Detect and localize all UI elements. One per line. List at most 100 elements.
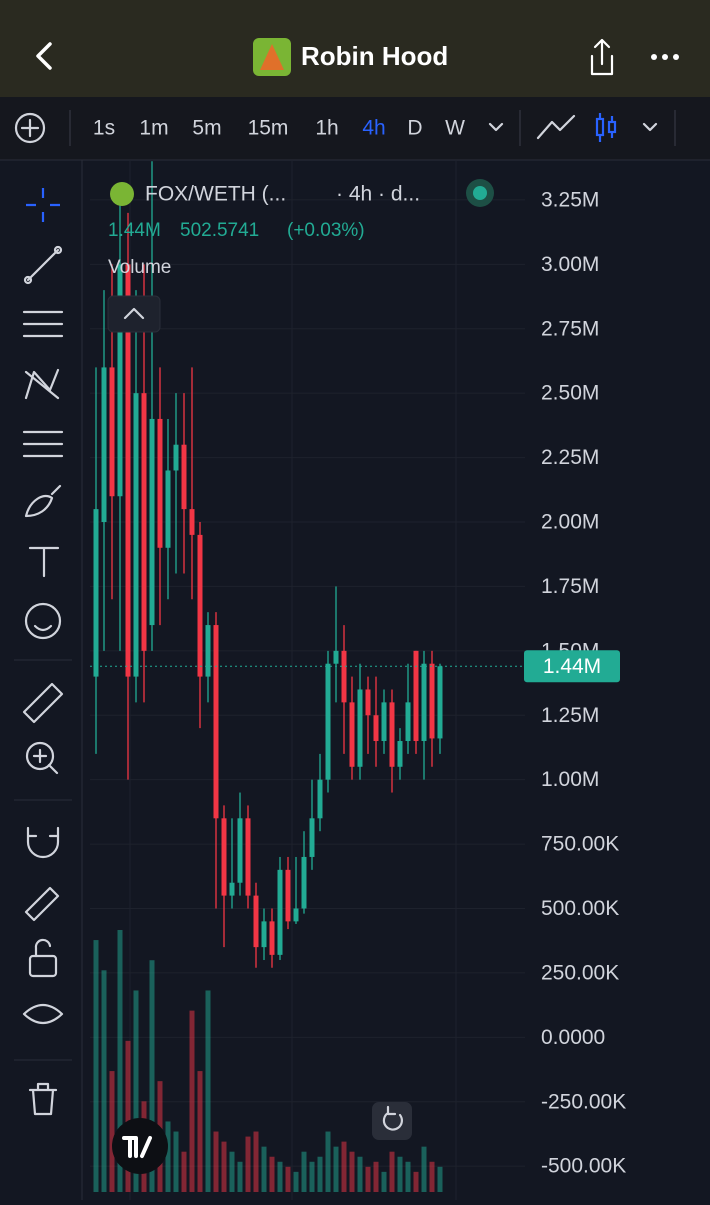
- candle-body: [389, 702, 395, 767]
- candle-body: [149, 418, 155, 626]
- volume-bar: [325, 1131, 331, 1192]
- unlock-tool[interactable]: [28, 938, 58, 978]
- collapse-button[interactable]: [107, 295, 161, 333]
- candle-body: [373, 715, 379, 742]
- candle-body: [245, 818, 251, 896]
- fib-tool[interactable]: [22, 310, 64, 338]
- candle-body: [269, 921, 275, 955]
- candle-body: [285, 869, 291, 922]
- text-tool[interactable]: [28, 546, 60, 578]
- candle-body: [125, 264, 131, 677]
- volume-bar: [349, 1151, 355, 1192]
- volume-bar: [373, 1161, 379, 1192]
- candle-body: [325, 663, 331, 780]
- more-button[interactable]: [651, 54, 679, 60]
- legend-interval: · 4h · d...: [336, 183, 420, 206]
- delete-tool[interactable]: [28, 1082, 58, 1116]
- header-title: Robin Hood: [301, 41, 448, 71]
- emoji-tool[interactable]: [24, 602, 62, 640]
- candle-body: [197, 534, 203, 677]
- y-tick-label: -250.00K: [541, 1090, 626, 1113]
- y-tick-label: 250.00K: [541, 961, 619, 984]
- chart-type-dropdown[interactable]: [642, 122, 658, 132]
- candle-body: [261, 921, 267, 948]
- forecast-tool[interactable]: [22, 430, 64, 458]
- interval-button[interactable]: W: [445, 117, 465, 140]
- volume-label: Volume: [108, 257, 171, 278]
- candle-body: [317, 779, 323, 819]
- collapse-icon: [123, 307, 145, 320]
- hide-tool[interactable]: [22, 1003, 64, 1025]
- candle-body: [381, 702, 387, 742]
- candle-body: [213, 625, 219, 819]
- interval-button[interactable]: 1s: [93, 117, 115, 140]
- candle-body: [421, 663, 427, 742]
- volume-bar: [261, 1146, 267, 1192]
- volume-bar: [101, 970, 107, 1192]
- reset-button[interactable]: [372, 1102, 412, 1140]
- volume-bar: [165, 1121, 171, 1192]
- volume-bar: [109, 1071, 115, 1192]
- brush-tool[interactable]: [24, 484, 62, 518]
- back-button[interactable]: [36, 42, 52, 70]
- volume-bar: [341, 1141, 347, 1192]
- candle-body: [237, 818, 243, 883]
- volume-bar: [213, 1131, 219, 1192]
- volume-bar: [181, 1151, 187, 1192]
- volume-bar: [133, 990, 139, 1192]
- y-tick-label: 2.50M: [541, 382, 599, 405]
- candle-body: [413, 650, 419, 742]
- legend-change: (+0.03%): [287, 220, 365, 241]
- candle-body: [189, 509, 195, 535]
- pattern-tool[interactable]: [24, 368, 60, 400]
- tv-logo-mark: [122, 1136, 152, 1158]
- candle-body: [157, 418, 163, 548]
- y-tick-label: 500.00K: [541, 897, 619, 920]
- candle-chart-button[interactable]: [595, 113, 617, 142]
- volume-bar: [229, 1151, 235, 1192]
- candle-body: [405, 702, 411, 742]
- candle-body: [133, 393, 139, 677]
- candle-body: [309, 818, 315, 857]
- y-tick-label: 1.00M: [541, 768, 599, 791]
- interval-button[interactable]: 1m: [139, 117, 168, 140]
- y-tick-label: 2.75M: [541, 317, 599, 340]
- trend-line-tool[interactable]: [23, 245, 63, 285]
- tv-logo[interactable]: [112, 1118, 168, 1174]
- magnet-tool[interactable]: [26, 826, 60, 859]
- volume-bar: [397, 1156, 403, 1192]
- interval-button[interactable]: 15m: [248, 117, 289, 140]
- avatar-fox: [260, 44, 284, 70]
- interval-button[interactable]: 1h: [315, 117, 338, 140]
- lock-drawings[interactable]: [24, 886, 60, 922]
- volume-bar: [221, 1141, 227, 1192]
- candle-body: [397, 741, 403, 767]
- price-axis: 3.25M3.00M2.75M2.50M2.25M2.00M1.75M1.50M…: [90, 188, 626, 1178]
- volume-bar: [389, 1151, 395, 1192]
- candle-body: [349, 702, 355, 767]
- zoom-tool[interactable]: [25, 741, 59, 775]
- ruler-tool[interactable]: [22, 682, 64, 724]
- candle-body: [229, 882, 235, 896]
- interval-button[interactable]: 5m: [192, 117, 221, 140]
- share-button[interactable]: [590, 38, 614, 76]
- y-tick-label: 2.25M: [541, 446, 599, 469]
- interval-button[interactable]: D: [407, 117, 422, 140]
- line-chart-button[interactable]: [536, 114, 576, 140]
- crosshair-tool[interactable]: [26, 188, 60, 222]
- add-symbol-button[interactable]: [14, 112, 46, 144]
- volume-bar: [333, 1146, 339, 1192]
- volume-bar: [429, 1161, 435, 1192]
- volume-bar: [405, 1161, 411, 1192]
- volume-bar: [437, 1166, 443, 1192]
- volume-bar: [421, 1146, 427, 1192]
- candle-body: [293, 908, 299, 922]
- volume-bar: [237, 1161, 243, 1192]
- candle-body: [301, 856, 307, 909]
- candle-body: [429, 663, 435, 739]
- legend-symbol: FOX/WETH (...: [145, 183, 286, 206]
- interval-button[interactable]: 4h: [362, 117, 385, 140]
- y-tick-label: 0.0000: [541, 1026, 605, 1049]
- interval-dropdown[interactable]: [488, 122, 504, 132]
